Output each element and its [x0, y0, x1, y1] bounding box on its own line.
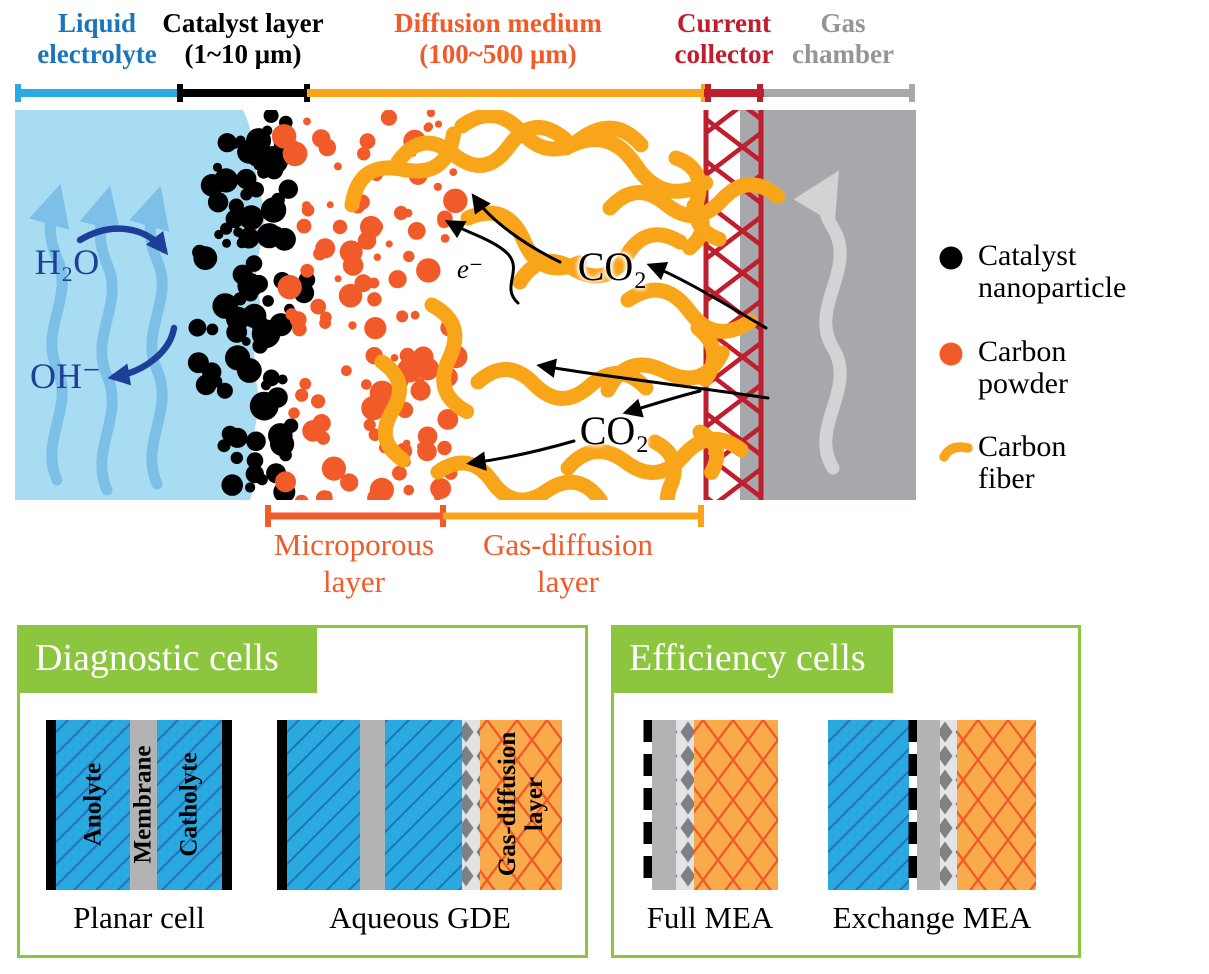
efficiency-cells-header: Efficiency cells [611, 625, 893, 693]
gas-flow-arrow [793, 170, 847, 475]
aqueous-gde-name: Aqueous GDE [329, 900, 511, 935]
co2-label-bottom: CO₂ [579, 408, 650, 453]
full-mea-name: Full MEA [646, 900, 774, 935]
planar-cell-name: Planar cell [73, 900, 205, 935]
diagnostic-cells-title: Diagnostic cells [35, 637, 279, 679]
planar-cell-schematic [46, 720, 232, 890]
carbon-fibers [344, 110, 786, 500]
efficiency-cells-box: Efficiency cells Full MEA Exchange MEA [611, 625, 1081, 958]
label-microporous-layer: Microporous layer [273, 527, 435, 599]
transport-arrows [444, 193, 770, 471]
co2-label-top: CO₂ [577, 244, 648, 289]
label-gas-diffusion-layer: Gas-diffusion layer [483, 527, 653, 599]
sublayer-brackets [265, 505, 704, 527]
label-diffusion-medium: Diffusion medium (100~500 μm) [394, 8, 602, 69]
liquid-electrolyte-region [15, 110, 265, 500]
label-gas-chamber: Gas chamber [792, 8, 894, 69]
oh-label: OH⁻ [30, 356, 101, 396]
reaction-cycle-arrows [76, 225, 178, 386]
catalyst-nanoparticles [187, 110, 316, 500]
h2o-label: H₂O [34, 242, 100, 282]
label-liquid-electrolyte: Liquid electrolyte [37, 8, 157, 69]
legend-item-carbon-fiber: Carbon fiber [938, 431, 1190, 495]
catalyst-nanoparticle-icon [938, 245, 964, 271]
legend-item-carbon-powder: Carbon powder [938, 336, 1190, 400]
diagnostic-cells-box: Diagnostic cells Anolyte Membrane Cathol… [17, 625, 588, 958]
carbon-fiber-icon [938, 436, 974, 464]
membrane-label: Membrane [129, 745, 157, 864]
anolyte-label: Anolyte [79, 762, 107, 847]
layer-brackets [15, 84, 915, 102]
exchange-mea-schematic [828, 720, 1036, 890]
gde-schematic [15, 84, 916, 527]
catholyte-label: Catholyte [175, 752, 203, 857]
label-current-collector: Current collector [674, 8, 774, 69]
aqueous-gde-schematic [277, 720, 562, 890]
electron-label: e⁻ [456, 254, 484, 284]
label-catalyst-layer: Catalyst layer (1~10 μm) [162, 8, 324, 69]
carbon-powder-icon [938, 341, 964, 367]
exchange-mea-name: Exchange MEA [832, 900, 1032, 935]
efficiency-cells-title: Efficiency cells [629, 637, 866, 679]
aqueous-gdl-label: Gas-diffusion layer [494, 731, 548, 877]
diagnostic-cells-header: Diagnostic cells [17, 625, 317, 693]
full-mea-schematic [643, 720, 778, 890]
legend-item-catalyst: Catalyst nanoparticle [938, 240, 1190, 304]
